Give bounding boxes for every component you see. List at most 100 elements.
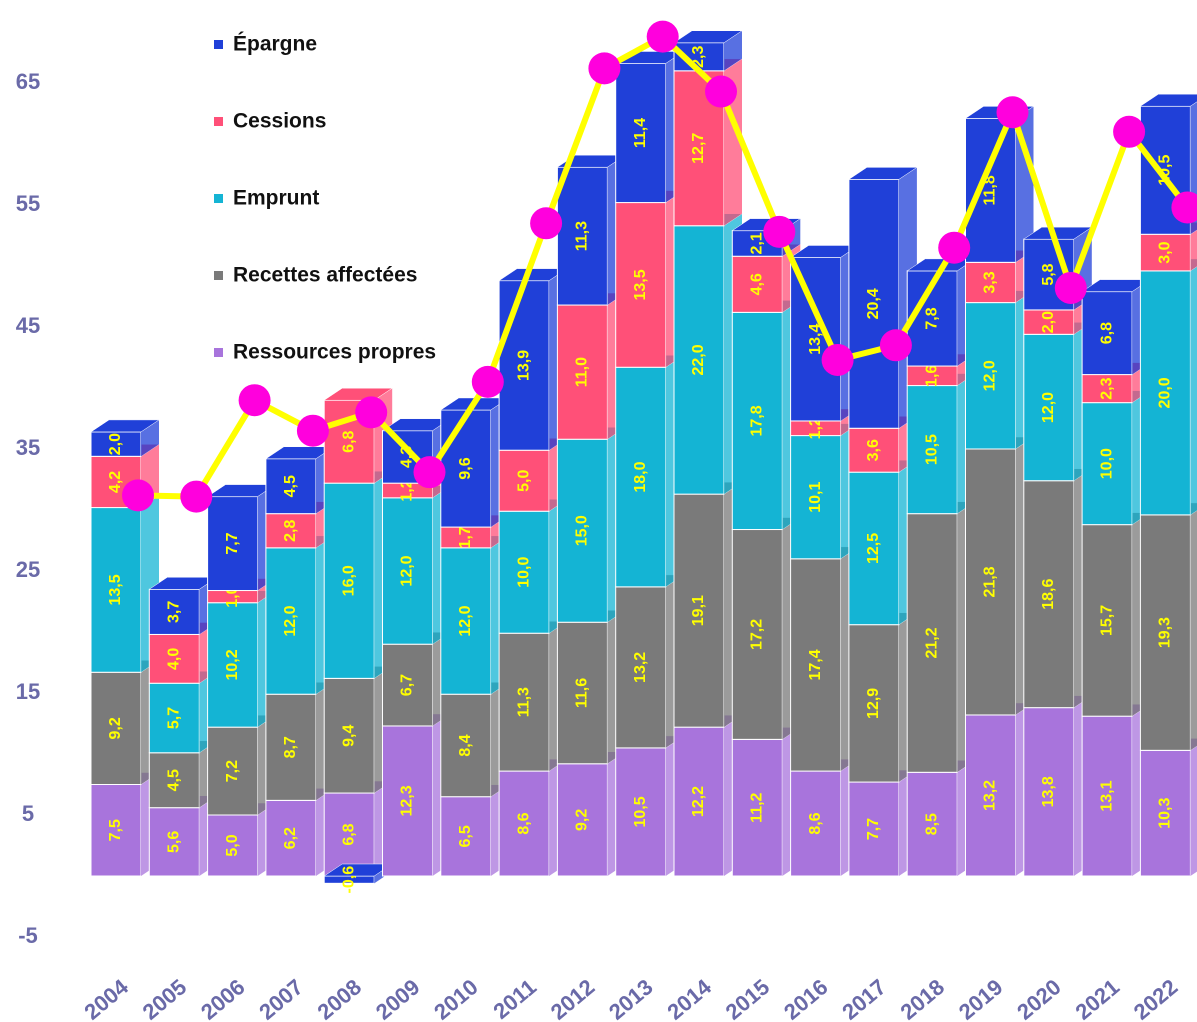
value-label: 7,5 (107, 819, 124, 841)
value-label: 17,4 (807, 649, 824, 680)
value-label: 11,3 (574, 221, 591, 251)
value-label: 10,1 (807, 482, 824, 513)
value-label: 2,8 (282, 520, 299, 542)
value-label: 4,0 (166, 648, 183, 670)
bar (1023, 333, 1075, 482)
value-label: 11,4 (632, 118, 649, 148)
value-label: 7,2 (224, 760, 241, 782)
bar-segment (614, 51, 685, 204)
line-marker (646, 20, 679, 53)
value-label: 10,0 (1098, 448, 1115, 479)
line-marker (588, 52, 621, 85)
value-label: 11,0 (574, 357, 591, 387)
bar (731, 529, 783, 740)
bar-segment (265, 788, 335, 877)
value-label: 5,7 (166, 707, 183, 729)
bar (673, 225, 725, 495)
bar-segment (90, 419, 160, 457)
y-tick-label: 55 (16, 191, 40, 216)
value-label: 16,0 (340, 565, 357, 596)
x-tick-label: 2016 (779, 974, 833, 1022)
value-label: 5,0 (224, 834, 241, 856)
value-label: 8,5 (923, 813, 940, 835)
bar-side (1190, 229, 1197, 271)
bar (1081, 402, 1133, 526)
value-label: 20,0 (1157, 377, 1174, 408)
bar (148, 633, 200, 684)
value-label: 13,9 (515, 350, 532, 381)
value-label: 6,2 (282, 827, 299, 849)
value-label: 2,0 (1040, 311, 1057, 333)
bar (440, 796, 492, 877)
bar-segment (265, 535, 335, 695)
x-tick-label: 2011 (488, 974, 541, 1022)
legend-swatch (214, 348, 223, 357)
bar-side (1190, 510, 1197, 751)
x-tick-label: 2009 (371, 974, 425, 1022)
value-label: 13,8 (1040, 776, 1057, 807)
value-label: 12,0 (457, 605, 474, 636)
bar (790, 558, 842, 772)
bar (323, 792, 375, 877)
y-tick-label: 15 (16, 679, 40, 704)
value-label: 13,1 (1098, 780, 1115, 811)
x-tick-label: 2015 (721, 974, 775, 1022)
value-label: 10,5 (632, 796, 649, 827)
bar-side (724, 30, 742, 71)
line-marker (996, 96, 1029, 129)
bar (265, 513, 317, 549)
bar (90, 507, 142, 673)
value-label: 8,7 (282, 736, 299, 758)
value-label: 4,5 (282, 475, 299, 497)
y-tick-label: -5 (18, 923, 38, 948)
bar (1139, 270, 1191, 516)
y-tick-label: 65 (16, 69, 40, 94)
value-label: 9,4 (340, 724, 357, 746)
value-label: 6,8 (340, 823, 357, 845)
value-label: 2,0 (107, 433, 124, 455)
bar-top (673, 30, 743, 43)
bar (440, 547, 492, 695)
bar-segment (964, 106, 1035, 263)
value-label: 13,2 (982, 780, 999, 811)
value-label: 12,9 (865, 688, 882, 719)
value-label: 1,7 (457, 526, 474, 548)
value-label: 20,4 (865, 288, 882, 319)
value-label: 15,0 (574, 515, 591, 546)
y-tick-label: 25 (16, 557, 40, 582)
line-marker (296, 414, 329, 447)
x-tick-label: 2013 (604, 974, 658, 1022)
bar (848, 471, 900, 626)
bar (790, 256, 842, 422)
value-label: 4,5 (166, 769, 183, 791)
value-label: 3,0 (1157, 241, 1174, 263)
bar (848, 624, 900, 783)
x-tick-label: 2022 (1129, 974, 1183, 1022)
line-marker (1054, 271, 1087, 304)
line-marker (821, 343, 854, 376)
bar (731, 311, 783, 531)
bar-top (848, 167, 918, 180)
bar (323, 482, 375, 679)
value-label: 12,0 (399, 555, 416, 586)
line-marker (1113, 115, 1146, 148)
value-label: 21,8 (982, 566, 999, 597)
bar-segment (789, 423, 860, 560)
value-label: 22,0 (690, 344, 707, 375)
bar-top (1139, 93, 1197, 107)
value-label: 12,3 (399, 785, 416, 816)
line-marker (471, 365, 504, 398)
value-label: 3,7 (166, 601, 183, 623)
x-tick-label: 2020 (1012, 974, 1066, 1022)
line-marker (122, 479, 154, 512)
value-label: 3,3 (982, 271, 999, 293)
legend-label: Emprunt (233, 187, 319, 210)
bar (673, 493, 725, 728)
bar (1023, 309, 1075, 335)
bar-segment (498, 268, 568, 451)
bar-segment (673, 30, 743, 72)
bar-segment (498, 620, 568, 772)
value-label: 11,3 (515, 687, 532, 717)
bar (323, 677, 375, 794)
value-label: 1,2 (807, 417, 824, 439)
